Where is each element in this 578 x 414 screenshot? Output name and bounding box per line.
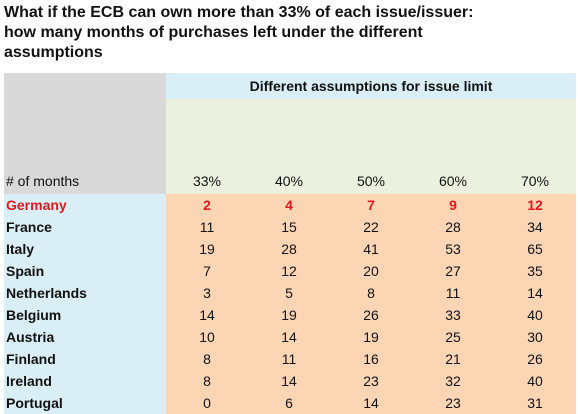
value-cell: 23 [445, 395, 461, 411]
country-label: Netherlands [6, 285, 87, 301]
value-cell: 27 [445, 263, 461, 279]
column-header-40pct: 40% [274, 173, 304, 189]
value-cell: 21 [445, 351, 461, 367]
value-cell: 41 [363, 241, 379, 257]
country-label: Belgium [6, 307, 62, 323]
value-cell: 40 [527, 307, 543, 323]
value-cell: 16 [363, 351, 379, 367]
country-label: Austria [6, 329, 55, 345]
title-line-3: assumptions [4, 44, 103, 61]
value-cell: 6 [285, 395, 293, 411]
table-row-netherlands: Netherlands 3 5 8 11 14 [4, 282, 576, 304]
table-row-belgium: Belgium 14 19 26 33 40 [4, 304, 576, 326]
table-row-ireland: Ireland 8 14 23 32 40 [4, 370, 576, 392]
value-cell: 35 [527, 263, 543, 279]
country-label: Italy [6, 241, 35, 257]
value-cell: 12 [527, 197, 543, 213]
value-cell: 7 [367, 197, 375, 213]
value-cell: 12 [281, 263, 297, 279]
title-line-1: What if the ECB can own more than 33% of… [4, 4, 474, 21]
table-row-italy: Italy 19 28 41 53 65 [4, 238, 576, 260]
value-cell: 7 [203, 263, 211, 279]
value-cell: 26 [363, 307, 379, 323]
value-cell: 19 [199, 241, 215, 257]
value-cell: 32 [445, 373, 461, 389]
value-cell: 40 [527, 373, 543, 389]
country-label: Portugal [6, 395, 63, 411]
value-cell: 10 [199, 329, 215, 345]
value-cell: 14 [363, 395, 379, 411]
table-row-finland: Finland 8 11 16 21 26 [4, 348, 576, 370]
value-cell: 28 [445, 219, 461, 235]
value-cell: 31 [527, 395, 543, 411]
value-cell: 33 [445, 307, 461, 323]
value-cell: 8 [203, 351, 211, 367]
value-cell: 19 [281, 307, 297, 323]
value-cell: 14 [281, 329, 297, 345]
value-cell: 3 [203, 285, 211, 301]
country-label: France [6, 219, 52, 235]
value-cell: 8 [367, 285, 375, 301]
country-label: Ireland [6, 373, 52, 389]
value-cell: 22 [363, 219, 379, 235]
value-cell: 0 [203, 395, 211, 411]
value-cell: 11 [199, 219, 215, 235]
value-cell: 65 [527, 241, 543, 257]
value-cell: 14 [199, 307, 215, 323]
value-cell: 4 [285, 197, 293, 213]
value-cell: 19 [363, 329, 379, 345]
value-cell: 8 [203, 373, 211, 389]
value-cell: 5 [285, 285, 293, 301]
country-label: Finland [6, 351, 56, 367]
value-cell: 14 [527, 285, 543, 301]
table-row-portugal: Portugal 0 6 14 23 31 [4, 392, 576, 414]
column-header-33pct: 33% [192, 173, 222, 189]
value-cell: 28 [281, 241, 297, 257]
country-column-bg [4, 194, 166, 414]
country-label: Spain [6, 263, 45, 279]
value-cell: 11 [445, 285, 461, 301]
table-row-france: France 11 15 22 28 34 [4, 216, 576, 238]
chart-title: What if the ECB can own more than 33% of… [4, 3, 576, 63]
corner-cell [4, 73, 166, 194]
column-header-60pct: 60% [438, 173, 468, 189]
value-cell: 30 [527, 329, 543, 345]
table-row-germany: Germany 2 4 7 9 12 [4, 194, 576, 216]
table-row-austria: Austria 10 14 19 25 30 [4, 326, 576, 348]
value-cell: 26 [527, 351, 543, 367]
row-header-label: # of months [6, 173, 80, 189]
value-cell: 53 [445, 241, 461, 257]
column-header-70pct: 70% [520, 173, 550, 189]
value-cell: 14 [281, 373, 297, 389]
value-cell: 25 [445, 329, 461, 345]
months-table: Different assumptions for issue limit # … [4, 73, 576, 414]
title-line-2: how many months of purchases left under … [4, 24, 423, 41]
table-row-spain: Spain 7 12 20 27 35 [4, 260, 576, 282]
value-cell: 23 [363, 373, 379, 389]
country-label: Germany [6, 197, 67, 213]
value-cell: 11 [281, 351, 297, 367]
assumptions-header: Different assumptions for issue limit [166, 73, 576, 99]
value-cell: 9 [449, 197, 457, 213]
value-cell: 34 [527, 219, 543, 235]
value-cell: 2 [203, 197, 211, 213]
value-cell: 15 [281, 219, 297, 235]
value-area-bg [166, 194, 576, 414]
header-fill [166, 99, 576, 194]
column-header-50pct: 50% [356, 173, 386, 189]
value-cell: 20 [363, 263, 379, 279]
